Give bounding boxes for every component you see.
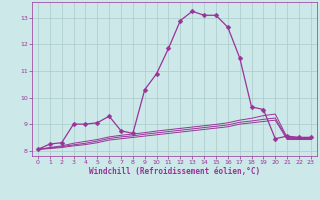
X-axis label: Windchill (Refroidissement éolien,°C): Windchill (Refroidissement éolien,°C) [89,167,260,176]
